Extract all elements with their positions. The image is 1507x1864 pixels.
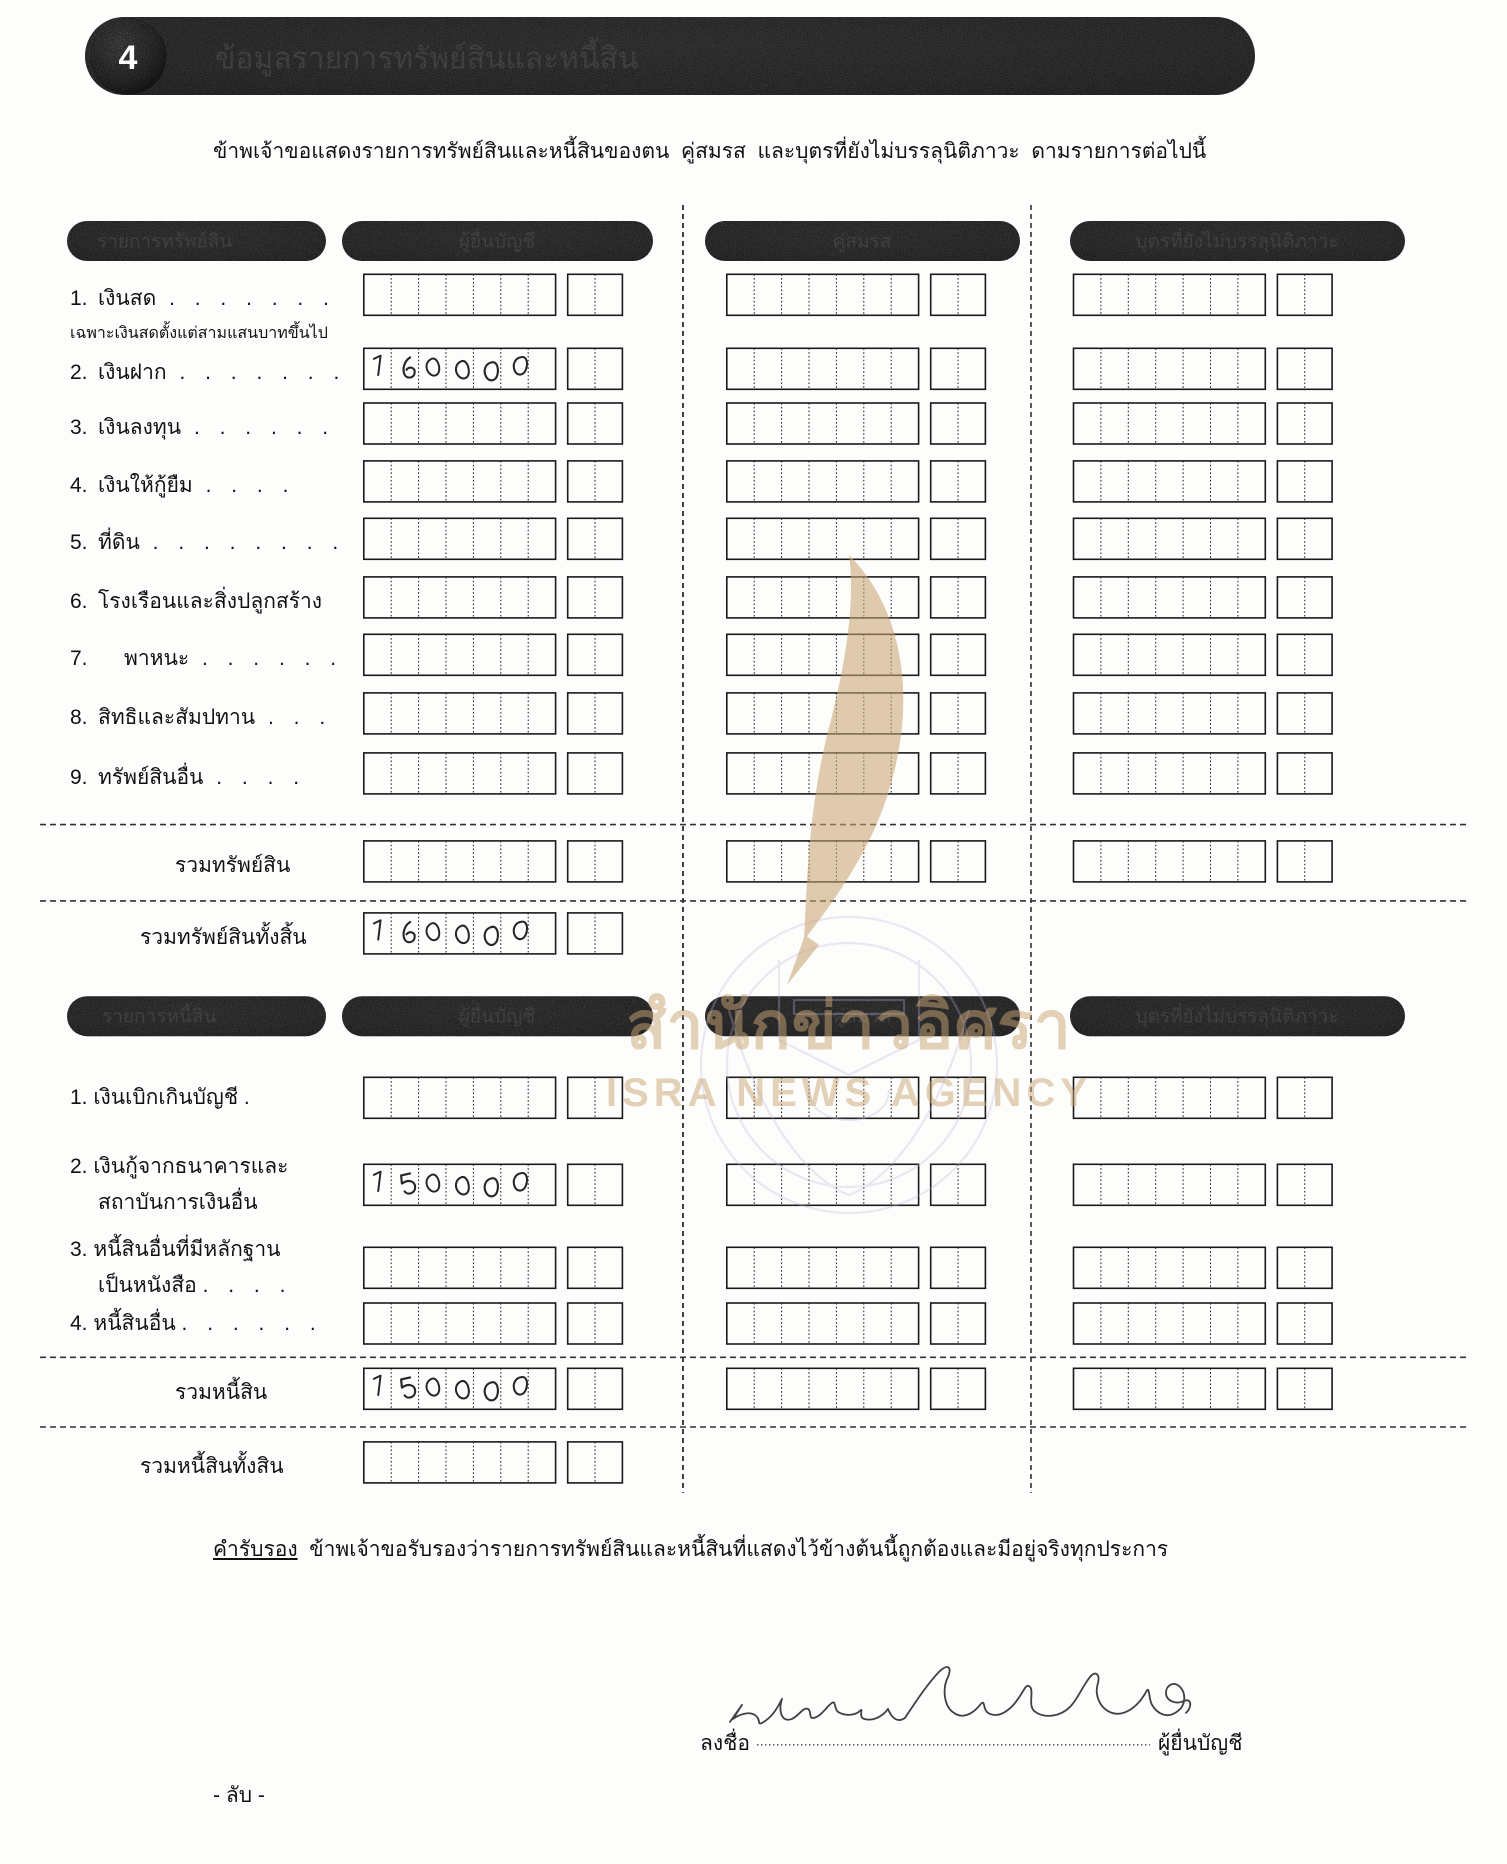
- svg-text:สำนักข่าวอิศรา: สำนักข่าวอิศรา: [626, 988, 1072, 1062]
- svg-text:ISRA NEWS AGENCY: ISRA NEWS AGENCY: [606, 1071, 1092, 1115]
- svg-text:4: 4: [119, 39, 138, 77]
